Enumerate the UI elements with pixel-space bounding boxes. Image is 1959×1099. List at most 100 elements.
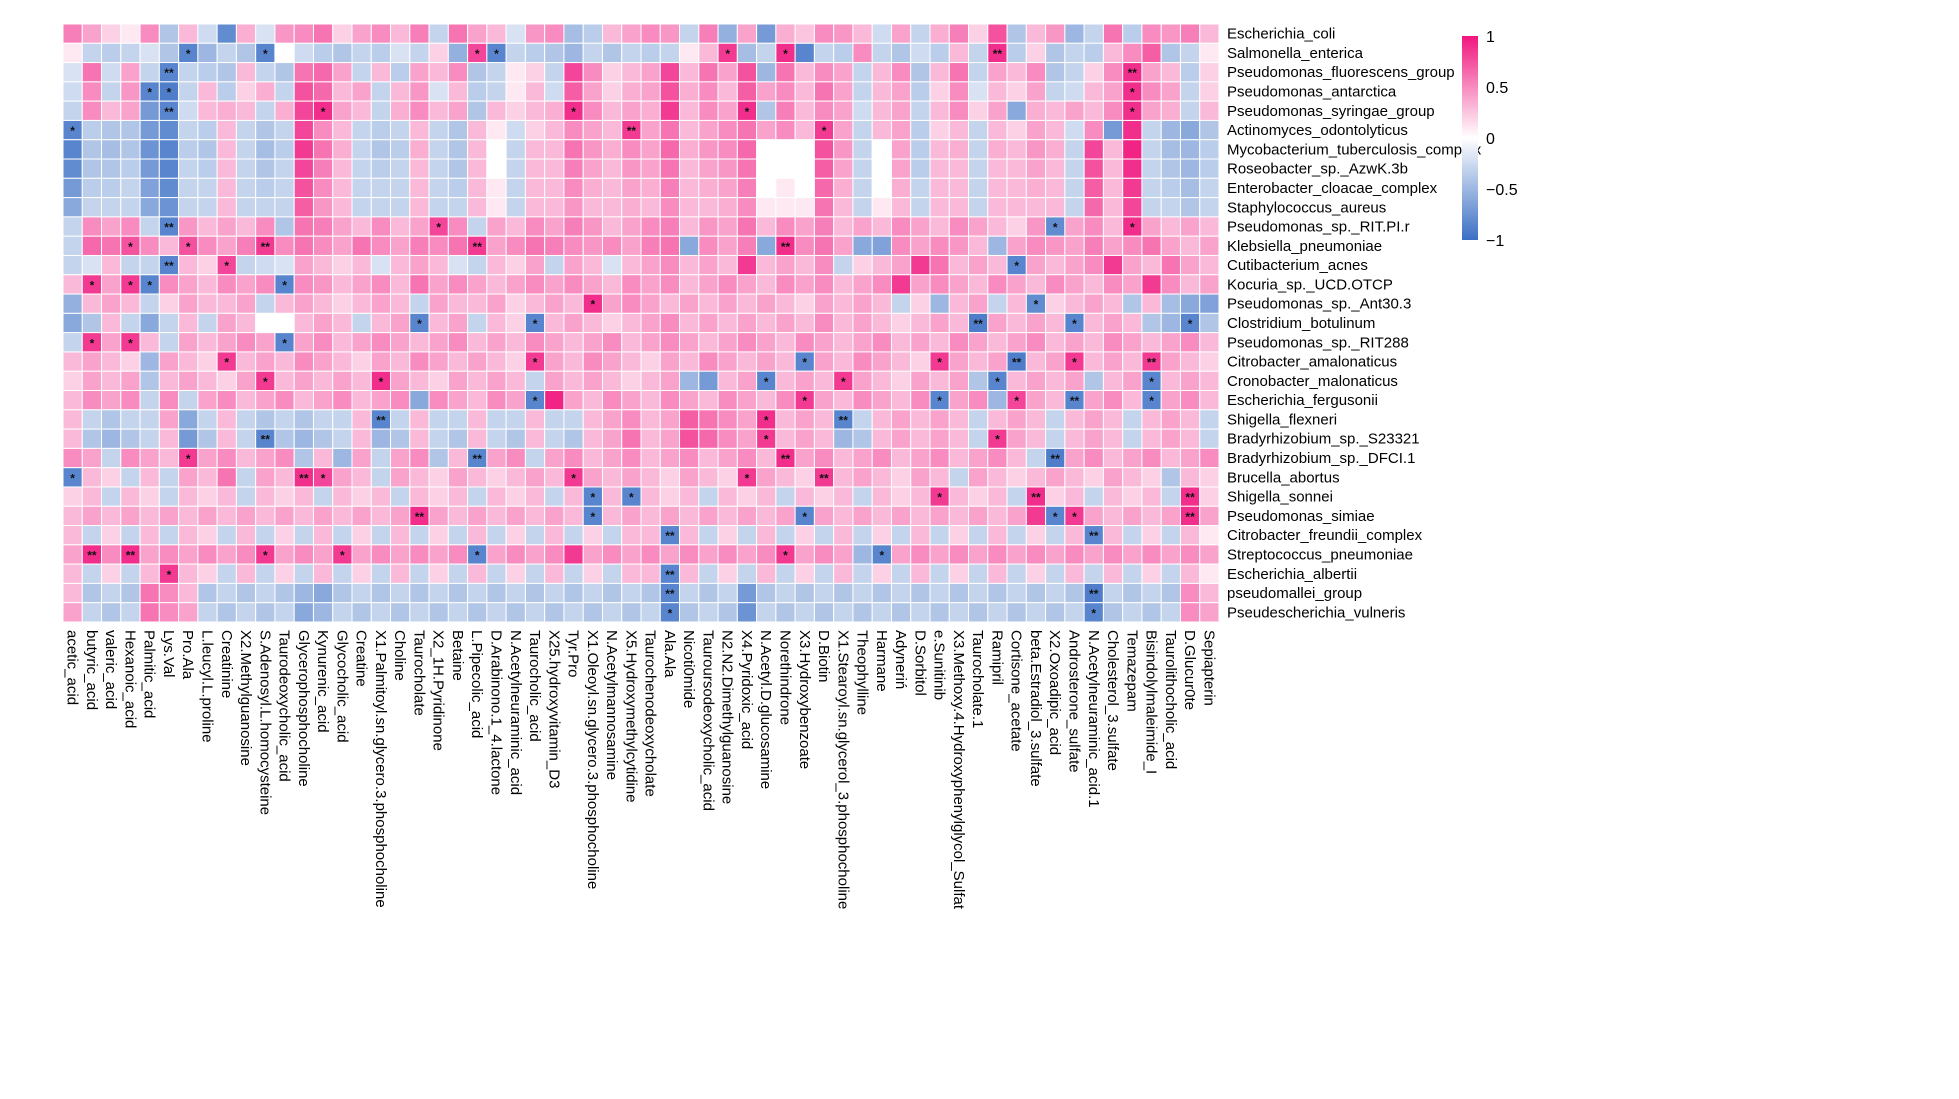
heatmap-cell [679, 409, 700, 430]
heatmap-cell [351, 486, 372, 507]
heatmap-cell [370, 235, 392, 256]
significance-mark: * [764, 413, 769, 427]
heatmap-cell [467, 563, 488, 584]
heatmap-cell [621, 332, 642, 353]
heatmap-cell [81, 525, 103, 546]
significance-mark: * [1130, 105, 1135, 119]
heatmap-cell [1122, 409, 1143, 430]
heatmap-cell [197, 158, 218, 179]
column-label: L.leucyl.L.proline [199, 630, 216, 743]
heatmap-cell [640, 428, 661, 449]
heatmap-cell [601, 81, 623, 102]
heatmap-cell [332, 312, 353, 334]
heatmap-cell [120, 119, 141, 141]
heatmap-cell [582, 447, 603, 469]
significance-mark: * [147, 278, 152, 292]
heatmap-cell [505, 563, 526, 584]
heatmap-cell [659, 370, 681, 392]
heatmap-cell [813, 100, 835, 121]
significance-mark: * [937, 394, 942, 408]
heatmap-cell [1025, 602, 1047, 623]
heatmap-cell [987, 582, 1008, 604]
heatmap-cell [1102, 351, 1124, 372]
heatmap-cell [1006, 177, 1027, 199]
heatmap-cell [794, 293, 815, 314]
heatmap-cell [486, 428, 507, 449]
heatmap-cell [756, 486, 777, 507]
heatmap-cell [775, 428, 796, 449]
heatmap-cell [640, 525, 661, 546]
heatmap-cell [1064, 332, 1085, 353]
significance-mark: * [494, 47, 499, 61]
heatmap-cell [679, 602, 700, 623]
heatmap-cell [274, 390, 295, 411]
heatmap-cell [505, 100, 526, 121]
heatmap-cell [1160, 332, 1181, 353]
heatmap-cell [1045, 544, 1066, 565]
heatmap-cell [428, 81, 449, 102]
heatmap-cell [948, 370, 970, 392]
heatmap-cell [968, 390, 989, 411]
heatmap-cell [486, 119, 507, 141]
heatmap-cell [1141, 100, 1162, 121]
heatmap-cell [544, 544, 565, 565]
heatmap-cell [81, 505, 103, 527]
heatmap-cell [1179, 582, 1201, 604]
heatmap-cell [736, 293, 758, 314]
heatmap-cell [1083, 177, 1104, 199]
heatmap-cell [563, 602, 584, 623]
heatmap-cell [717, 563, 738, 584]
heatmap-cell [467, 351, 488, 372]
heatmap-cell [910, 312, 931, 334]
heatmap-cell [987, 505, 1008, 527]
heatmap-cell [255, 139, 276, 160]
row-label: Enterobacter_cloacae_complex [1227, 180, 1438, 197]
heatmap-cell [852, 409, 873, 430]
heatmap-cell [158, 177, 180, 199]
heatmap-cell [1102, 216, 1124, 237]
heatmap-cell [1064, 197, 1085, 218]
heatmap-cell [293, 119, 314, 141]
heatmap-cell [255, 486, 276, 507]
colorbar-tick-label: 1 [1486, 29, 1495, 46]
heatmap-cell [852, 332, 873, 353]
heatmap-cell [390, 100, 411, 121]
heatmap-cell [736, 274, 758, 295]
heatmap-cell [1199, 197, 1220, 218]
heatmap-cell [775, 254, 796, 276]
heatmap-cell [948, 254, 970, 276]
heatmap-cell [428, 486, 449, 507]
heatmap-cell [428, 525, 449, 546]
heatmap-cell [158, 351, 180, 372]
significance-mark: * [224, 259, 229, 273]
heatmap-cell [813, 486, 835, 507]
heatmap-cell [255, 274, 276, 295]
heatmap-cell [505, 505, 526, 527]
heatmap-cell [929, 582, 950, 604]
heatmap-cell [736, 486, 758, 507]
heatmap-cell [101, 254, 122, 276]
heatmap-cell [197, 23, 218, 44]
heatmap-cell [659, 390, 681, 411]
heatmap-cell [1199, 119, 1220, 141]
heatmap-cell [1160, 177, 1181, 199]
significance-mark: ** [261, 240, 271, 254]
heatmap-cell [1006, 525, 1027, 546]
heatmap-cell [544, 563, 565, 584]
heatmap-cell [833, 351, 854, 372]
heatmap-cell [467, 312, 488, 334]
heatmap-cell [756, 582, 777, 604]
row-label: Escherichia_albertii [1227, 566, 1357, 583]
heatmap-cell [871, 235, 892, 256]
heatmap-cell [890, 525, 912, 546]
heatmap-cell [274, 100, 295, 121]
column-label: D.Arabinono.1_4.lactone [488, 630, 505, 795]
heatmap-cell [1199, 467, 1220, 488]
heatmap-cell [486, 486, 507, 507]
heatmap-cell [178, 23, 199, 44]
heatmap-cell [1179, 370, 1201, 392]
heatmap-cell [794, 235, 815, 256]
heatmap-cell [910, 563, 931, 584]
colorbar-tick-label: 0 [1486, 131, 1495, 148]
heatmap-cell [274, 42, 295, 64]
